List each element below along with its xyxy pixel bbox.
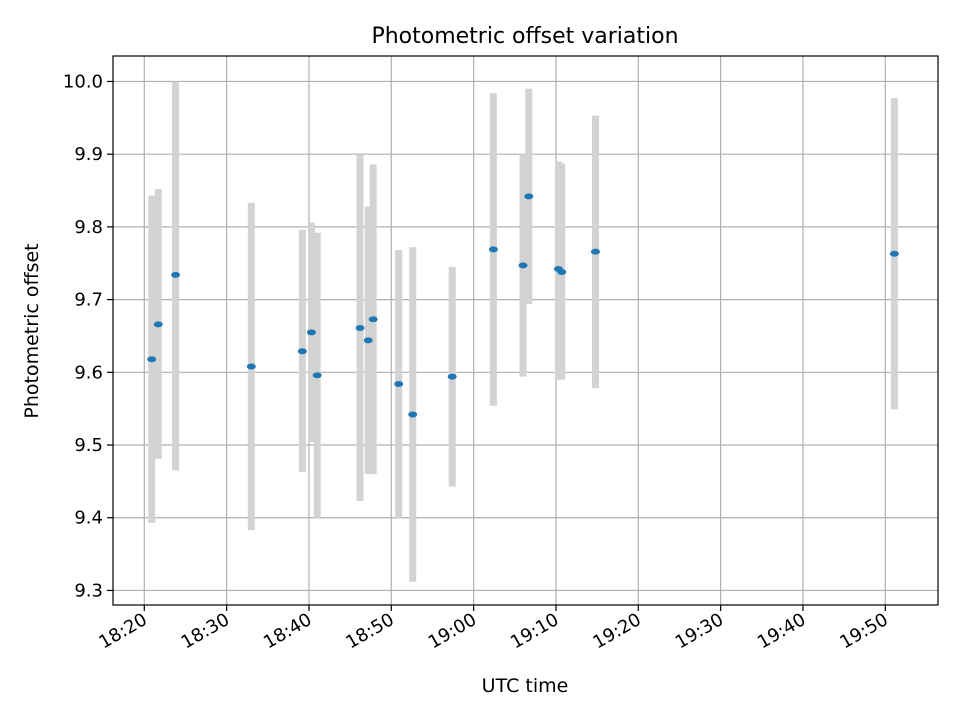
data-point — [557, 268, 567, 275]
data-point — [394, 380, 404, 387]
y-tick-label: 9.9 — [74, 144, 103, 165]
y-tick-label: 9.8 — [74, 217, 103, 238]
data-point — [408, 411, 418, 418]
plot-frame — [112, 55, 939, 606]
y-axis-label: Photometric offset — [21, 243, 43, 418]
data-point — [889, 250, 899, 257]
data-point — [447, 373, 457, 380]
data-point — [488, 246, 498, 253]
data-point — [153, 321, 163, 328]
data-point — [312, 372, 322, 379]
data-point — [297, 348, 307, 355]
y-tick-label: 9.4 — [74, 508, 103, 529]
chart-title: Photometric offset variation — [371, 24, 678, 49]
y-tick-label: 9.5 — [74, 435, 103, 456]
data-point — [368, 316, 378, 323]
y-tick-label: 9.7 — [74, 290, 103, 311]
data-point — [363, 337, 373, 344]
y-tick-label: 9.6 — [74, 362, 103, 383]
data-point — [246, 363, 256, 370]
x-axis-label: UTC time — [482, 675, 569, 697]
y-axis-ticks: 9.3 9.4 9.5 9.6 9.7 9.8 9.9 10.0 — [63, 71, 113, 601]
data-point — [590, 248, 600, 255]
data-point — [147, 356, 157, 363]
y-tick-label: 9.3 — [74, 580, 103, 601]
data-point — [524, 193, 534, 200]
y-tick-label: 10.0 — [63, 71, 103, 92]
grid-lines — [113, 56, 938, 605]
data-points — [147, 193, 899, 418]
data-point — [518, 262, 528, 269]
data-point — [306, 329, 316, 336]
data-point — [171, 271, 181, 278]
data-point — [355, 324, 365, 331]
